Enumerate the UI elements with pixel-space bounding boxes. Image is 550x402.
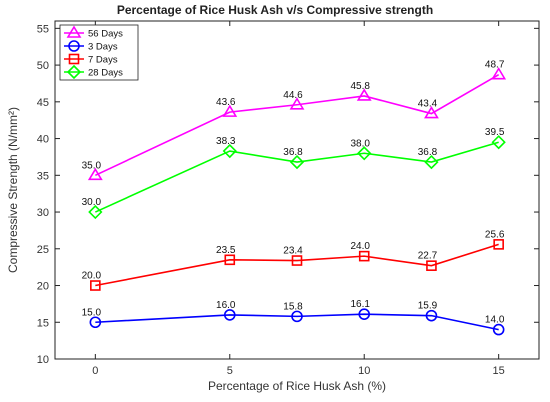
data-label: 15.0 xyxy=(82,307,102,318)
series-line xyxy=(95,243,499,287)
data-label: 20.0 xyxy=(82,271,102,282)
x-tick-label: 0 xyxy=(92,365,98,377)
series-layer: 35.0 43.6 44.6 45.8 43.4 48.7 15.0 16.0 15.8 16.1… xyxy=(82,60,507,336)
data-label: 15.9 xyxy=(418,301,438,312)
series-3-days: 15.0 16.0 15.8 16.1 15.9 14.0 xyxy=(82,299,505,336)
data-label: 14.0 xyxy=(485,315,505,326)
series-7-days: 20.0 23.5 23.4 24.0 22.7 25.6 xyxy=(82,229,505,291)
y-tick-label: 45 xyxy=(37,97,49,109)
y-tick-label: 30 xyxy=(37,207,49,219)
data-point xyxy=(491,135,506,150)
series-line xyxy=(94,73,500,177)
data-label: 23.5 xyxy=(216,245,236,256)
plot-area xyxy=(54,20,540,360)
y-tick-label: 50 xyxy=(37,60,49,72)
y-tick-label: 25 xyxy=(37,244,49,256)
legend-marker xyxy=(68,53,80,65)
legend-item: 28 Days xyxy=(64,64,123,80)
series-line xyxy=(95,313,499,331)
legend-label: 56 Days xyxy=(88,29,123,40)
data-label: 23.4 xyxy=(283,246,303,257)
data-label: 38.0 xyxy=(350,138,370,149)
y-tick-label: 40 xyxy=(37,134,49,146)
data-point xyxy=(89,316,102,329)
data-point xyxy=(223,309,236,321)
x-axis: 0 5 10 15 xyxy=(92,21,505,377)
legend-item: 3 Days xyxy=(64,40,118,53)
data-label: 45.8 xyxy=(350,81,370,92)
data-point xyxy=(491,67,507,80)
data-label: 38.3 xyxy=(216,136,236,147)
y-tick-label: 15 xyxy=(37,317,49,329)
data-point xyxy=(289,154,305,170)
y-tick-label: 10 xyxy=(37,354,49,366)
data-label: 43.4 xyxy=(418,99,438,110)
data-point xyxy=(222,104,238,117)
data-label: 22.7 xyxy=(418,251,438,262)
data-point xyxy=(289,97,305,110)
data-point xyxy=(88,204,103,220)
series-56-days: 35.0 43.6 44.6 45.8 43.4 48.7 xyxy=(82,60,507,181)
data-label: 43.6 xyxy=(216,97,236,108)
data-label: 15.8 xyxy=(283,301,303,312)
data-label: 36.8 xyxy=(418,147,438,158)
legend-item: 7 Days xyxy=(64,53,118,66)
series-line xyxy=(95,141,499,213)
legend-item: 56 Days xyxy=(64,25,123,40)
data-label: 30.0 xyxy=(82,197,102,208)
data-point xyxy=(224,254,236,266)
y-tick-label: 55 xyxy=(37,23,49,35)
data-point xyxy=(424,106,439,119)
data-label: 24.0 xyxy=(350,241,370,252)
y-axis-label: Compressive Strength (N/mm²) xyxy=(6,107,20,273)
x-tick-label: 10 xyxy=(358,365,370,377)
data-point xyxy=(492,323,505,336)
data-label: 25.6 xyxy=(485,229,505,240)
x-tick-label: 15 xyxy=(493,365,505,377)
data-point xyxy=(358,308,371,320)
data-label: 35.0 xyxy=(82,160,102,171)
data-label: 39.5 xyxy=(485,127,505,138)
legend-marker xyxy=(66,64,82,80)
data-point xyxy=(291,255,303,266)
legend-label: 3 Days xyxy=(88,42,118,53)
data-point xyxy=(424,154,439,170)
data-label: 16.1 xyxy=(350,299,370,310)
legend-label: 7 Days xyxy=(88,55,118,66)
data-point xyxy=(87,167,103,181)
data-point xyxy=(222,143,237,159)
data-point xyxy=(356,88,372,101)
data-point xyxy=(425,309,438,322)
data-label: 44.6 xyxy=(283,90,303,101)
x-axis-label: Percentage of Rice Husk Ash (%) xyxy=(208,379,386,393)
legend-marker xyxy=(66,25,82,38)
chart-title: Percentage of Rice Husk Ash v/s Compress… xyxy=(117,3,433,17)
x-tick-label: 5 xyxy=(227,365,233,377)
legend-box xyxy=(59,24,139,81)
data-label: 36.8 xyxy=(283,147,303,158)
legend-label: 28 Days xyxy=(88,68,123,79)
data-point xyxy=(90,280,101,291)
legend: 56 Days 3 Days 7 Days 28 Days xyxy=(59,24,139,81)
data-label: 16.0 xyxy=(216,300,236,311)
data-point xyxy=(493,239,504,250)
data-point xyxy=(291,310,303,323)
data-point xyxy=(358,250,370,262)
data-point xyxy=(426,260,437,271)
series-28-days: 30.0 38.3 36.8 38.0 36.8 39.5 xyxy=(82,127,506,220)
y-tick-label: 20 xyxy=(37,281,49,293)
y-axis: 10 15 20 25 30 35 40 45 50 55 xyxy=(37,23,539,366)
data-point xyxy=(357,146,372,161)
legend-marker xyxy=(68,40,80,52)
y-tick-label: 35 xyxy=(37,170,49,182)
data-label: 48.7 xyxy=(485,60,505,71)
